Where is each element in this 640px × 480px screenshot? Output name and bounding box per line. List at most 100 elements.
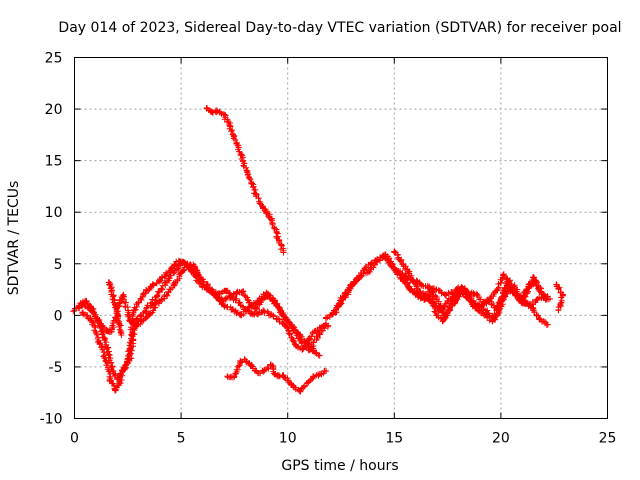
- data-point: [171, 281, 178, 288]
- data-point: [271, 225, 278, 232]
- data-point: [297, 387, 304, 394]
- x-axis-label: GPS time / hours: [281, 458, 398, 474]
- data-point: [504, 278, 511, 285]
- data-point: [288, 322, 295, 329]
- x-tick-label: 15: [385, 431, 403, 447]
- data-point: [314, 332, 321, 339]
- data-point: [557, 303, 564, 310]
- data-point: [267, 312, 274, 319]
- x-tick-label: 0: [70, 431, 79, 447]
- data-point: [485, 297, 492, 304]
- data-point: [280, 249, 287, 256]
- data-point: [246, 304, 253, 311]
- data-point: [433, 312, 440, 319]
- data-point: [340, 296, 347, 303]
- data-point: [431, 304, 438, 311]
- data-point: [195, 278, 202, 285]
- data-point: [436, 287, 443, 294]
- y-tick-label: -5: [49, 360, 63, 376]
- data-point: [114, 310, 121, 317]
- data-point: [476, 304, 483, 311]
- data-point: [242, 356, 249, 363]
- data-point: [382, 251, 389, 258]
- data-point: [555, 307, 562, 314]
- data-point: [493, 306, 500, 313]
- data-point: [254, 311, 261, 318]
- data-point: [348, 282, 355, 289]
- y-tick-label: 10: [45, 205, 63, 221]
- data-point: [286, 330, 293, 337]
- data-point: [303, 380, 310, 387]
- series-track-j: [553, 281, 566, 314]
- data-point: [442, 314, 449, 321]
- data-point: [297, 338, 304, 345]
- data-point: [116, 380, 123, 387]
- data-point: [261, 367, 268, 374]
- data-point: [139, 317, 146, 324]
- data-point: [207, 109, 214, 116]
- data-point: [231, 373, 238, 380]
- data-point: [120, 291, 127, 298]
- data-point: [180, 258, 187, 265]
- data-point: [425, 295, 432, 302]
- y-tick-label: 20: [45, 102, 63, 118]
- data-point: [474, 291, 481, 298]
- data-point: [94, 317, 101, 324]
- data-point: [482, 312, 489, 319]
- data-point: [214, 108, 221, 115]
- data-point: [75, 305, 82, 312]
- data-point: [178, 269, 185, 276]
- data-point: [137, 296, 144, 303]
- data-point: [237, 312, 244, 319]
- data-point: [536, 316, 543, 323]
- data-point: [107, 285, 114, 292]
- data-point: [165, 289, 172, 296]
- data-point: [88, 305, 95, 312]
- data-point: [141, 308, 148, 315]
- data-point: [306, 347, 313, 354]
- data-point: [523, 286, 530, 293]
- data-point: [227, 123, 234, 130]
- data-point: [107, 328, 114, 335]
- data-point: [254, 370, 261, 377]
- data-point: [126, 355, 133, 362]
- series-track-h: [203, 105, 287, 256]
- data-point: [239, 157, 246, 164]
- data-point: [291, 384, 298, 391]
- data-point: [544, 321, 551, 328]
- data-point: [555, 285, 562, 292]
- data-point: [222, 287, 229, 294]
- data-point: [468, 297, 475, 304]
- x-tick-label: 10: [279, 431, 297, 447]
- data-point: [419, 293, 426, 300]
- data-point: [263, 208, 270, 215]
- chart-title: Day 014 of 2023, Sidereal Day-to-day VTE…: [58, 20, 621, 36]
- data-point: [399, 272, 406, 279]
- data-point: [109, 293, 116, 300]
- data-point: [489, 318, 496, 325]
- data-point: [195, 273, 202, 280]
- data-point: [280, 312, 287, 319]
- data-point: [158, 296, 165, 303]
- data-point: [237, 358, 244, 365]
- plot-frame: [74, 57, 608, 419]
- data-point: [220, 302, 227, 309]
- data-point: [203, 105, 210, 112]
- data-point: [105, 279, 112, 286]
- data-point: [80, 309, 87, 316]
- data-point: [323, 368, 330, 375]
- x-tick-label: 25: [599, 431, 617, 447]
- data-point: [103, 358, 110, 365]
- data-point: [316, 352, 323, 359]
- y-tick-label: 0: [54, 308, 63, 324]
- data-point: [173, 265, 180, 272]
- y-tick-label: 5: [54, 257, 63, 273]
- data-point: [229, 306, 236, 313]
- data-point: [312, 327, 319, 334]
- data-point: [227, 293, 234, 300]
- data-point: [112, 302, 119, 309]
- data-point: [331, 309, 338, 316]
- data-point: [148, 299, 155, 306]
- data-point: [82, 297, 89, 304]
- data-point: [271, 299, 278, 306]
